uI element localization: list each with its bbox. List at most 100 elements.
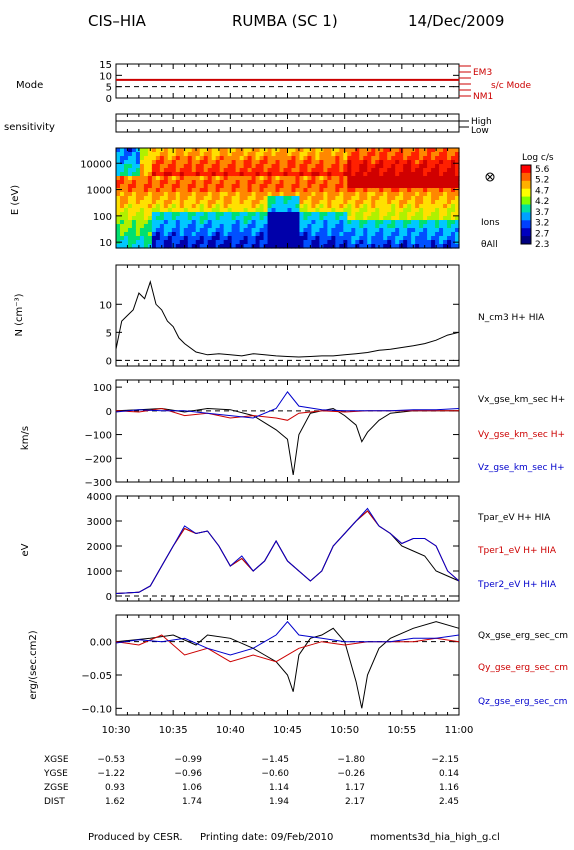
spectrogram-cell [263, 244, 269, 249]
spectrogram-cell [391, 168, 396, 173]
mode-ytick-label: 10 [99, 71, 112, 82]
spectrogram-cell [419, 236, 424, 241]
velocity-series-label-vz: Vz_gse_km_sec H+ [478, 463, 565, 473]
velocity-ytick-label: −300 [85, 478, 112, 489]
spectrogram-cell [371, 208, 376, 213]
spectrogram-cell [343, 244, 348, 249]
spectrogram-cell [183, 224, 189, 229]
spectrogram-cell [251, 224, 257, 229]
spectrogram-cell [263, 220, 269, 225]
spectrogram-cell [387, 148, 392, 153]
spectrogram-cell [331, 168, 336, 173]
spectrogram-cell [187, 152, 193, 157]
spectrogram-cell [295, 148, 301, 153]
spectrogram-cell [151, 148, 157, 153]
spectrogram-cell [243, 180, 249, 185]
spectrogram-cell [199, 172, 205, 177]
spectrogram-cell [311, 152, 317, 157]
spectrogram-cell [447, 244, 452, 249]
spectrogram-cell [155, 200, 161, 205]
spectrogram-cell [407, 164, 412, 169]
spectrogram-cell [419, 196, 424, 201]
spectrogram-cell [355, 152, 360, 157]
spectrogram-cell [239, 232, 245, 237]
spectrogram-cell [451, 232, 456, 237]
spectrogram-cell [299, 236, 305, 241]
spectrogram-cell [415, 228, 420, 233]
spectrogram-cell [187, 244, 193, 249]
spectrogram-cell [299, 160, 305, 165]
header-instrument: CIS–HIA [88, 12, 147, 30]
spectrogram-cell [171, 168, 177, 173]
spectrogram-cell [211, 156, 217, 161]
spectrogram-cell [455, 164, 460, 169]
spectrogram-cell [191, 156, 197, 161]
spectrogram-cell [387, 172, 392, 177]
spectrogram-cell [411, 172, 416, 177]
spectrogram-cell [291, 244, 297, 249]
spectrogram-cell [375, 200, 380, 205]
spectrogram-cell [439, 160, 444, 165]
spectrogram-cell [155, 232, 161, 237]
spectrogram-cell [116, 228, 121, 233]
spectrogram-cell [116, 192, 121, 197]
spectrogram-cell [163, 228, 169, 233]
spectrogram-cell [395, 240, 400, 245]
spectrogram-cell [283, 244, 289, 249]
colorbar-tick-label: 4.7 [535, 186, 549, 196]
spectrogram-cell [179, 232, 185, 237]
spectrogram-cell [383, 208, 388, 213]
spectrogram-cell [299, 228, 305, 233]
spectrogram-cell [303, 184, 309, 189]
spectrogram-cell [443, 232, 448, 237]
spectrogram-cell [271, 176, 277, 181]
spectrogram-cell [363, 204, 368, 209]
spectrogram-cell [339, 220, 344, 225]
spectrogram-cell [116, 196, 121, 201]
spectrogram-cell [171, 204, 177, 209]
spectrogram-cell [399, 172, 404, 177]
spectrogram-cell [331, 180, 336, 185]
spectrogram-cell [431, 192, 436, 197]
spectrogram-cell [339, 164, 344, 169]
spectrogram-cell [195, 224, 201, 229]
spectrogram-cell [379, 192, 384, 197]
spectrogram-cell [407, 224, 412, 229]
spectrogram-cell [327, 192, 332, 197]
spectrogram-cell [291, 236, 297, 241]
spectrogram-cell [123, 212, 129, 217]
heat-flux-ytick-label: −0.05 [81, 671, 112, 682]
spectrogram-cell [171, 236, 177, 241]
spectrogram-cell [171, 192, 177, 197]
spectrogram-cell [119, 240, 125, 245]
spectrogram-cell [275, 152, 281, 157]
spectrogram-cell [195, 216, 201, 221]
spectrogram-cell [195, 180, 201, 185]
spectrogram-cell [291, 200, 297, 205]
spectrogram-cell [203, 192, 209, 197]
spectrogram-cell [303, 204, 309, 209]
spectrogram-cell [191, 172, 197, 177]
spectrogram-cell [339, 184, 344, 189]
spectrogram-cell [179, 200, 185, 205]
spectrogram-cell [291, 216, 297, 221]
spectrogram-cell [179, 164, 185, 169]
spectrogram-cell [323, 200, 328, 205]
spectrogram-cell [339, 244, 344, 249]
spectrogram-cell [391, 244, 396, 249]
spectrogram-cell [207, 212, 213, 217]
spectrogram-cell [191, 164, 197, 169]
spectrogram-cell [415, 216, 420, 221]
density-ytick-label: 10 [99, 300, 112, 311]
spectrogram-cell [127, 188, 133, 193]
spectrogram-cell [131, 180, 137, 185]
spectrogram-cell [323, 180, 328, 185]
spectrogram-cell [207, 156, 213, 161]
spectrogram-cell [307, 188, 313, 193]
spectrogram-cell [199, 200, 205, 205]
colorbar-tick-label: 2.3 [535, 240, 549, 250]
spectrogram-cell [439, 228, 444, 233]
spectrogram-cell [455, 216, 460, 221]
spectrogram-cell [223, 212, 229, 217]
spectrogram-cell [287, 172, 293, 177]
